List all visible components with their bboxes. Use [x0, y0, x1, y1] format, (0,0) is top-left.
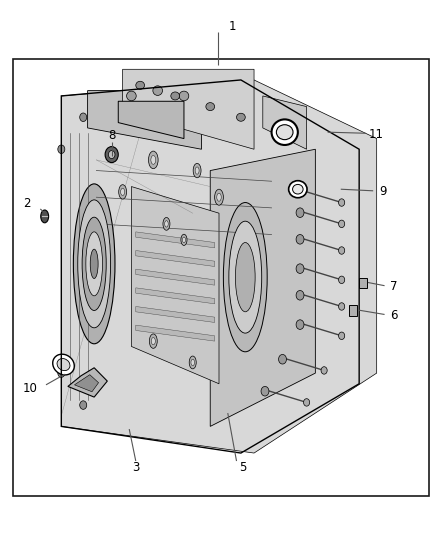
Ellipse shape — [127, 91, 136, 101]
Ellipse shape — [151, 156, 155, 164]
Bar — [359, 278, 367, 288]
Text: 3: 3 — [132, 462, 139, 474]
Ellipse shape — [53, 354, 74, 375]
Ellipse shape — [136, 82, 145, 90]
Ellipse shape — [339, 220, 345, 228]
Text: 5: 5 — [240, 462, 247, 474]
Polygon shape — [61, 80, 377, 453]
Ellipse shape — [193, 163, 201, 178]
Polygon shape — [136, 251, 215, 266]
Ellipse shape — [80, 401, 87, 409]
Ellipse shape — [276, 125, 293, 140]
Ellipse shape — [171, 92, 180, 100]
Ellipse shape — [57, 359, 70, 370]
Ellipse shape — [237, 114, 245, 122]
Text: 2: 2 — [23, 197, 31, 210]
Ellipse shape — [339, 303, 345, 310]
Text: 10: 10 — [22, 382, 37, 394]
Ellipse shape — [80, 113, 87, 122]
Ellipse shape — [163, 217, 170, 230]
Ellipse shape — [195, 167, 199, 174]
Polygon shape — [131, 187, 219, 384]
Ellipse shape — [206, 102, 215, 110]
Ellipse shape — [217, 193, 221, 201]
Ellipse shape — [58, 145, 65, 154]
Ellipse shape — [148, 151, 158, 169]
Ellipse shape — [236, 243, 255, 312]
Ellipse shape — [223, 203, 267, 352]
Ellipse shape — [181, 235, 187, 245]
Ellipse shape — [296, 264, 304, 273]
Text: 7: 7 — [390, 280, 398, 293]
Text: 1: 1 — [228, 20, 236, 33]
Ellipse shape — [272, 119, 298, 145]
Ellipse shape — [151, 337, 155, 345]
Polygon shape — [68, 368, 107, 397]
Ellipse shape — [90, 249, 98, 278]
Ellipse shape — [153, 86, 162, 95]
Ellipse shape — [105, 147, 118, 163]
Ellipse shape — [215, 189, 223, 205]
Polygon shape — [74, 375, 99, 392]
Bar — [349, 305, 357, 316]
Ellipse shape — [119, 185, 127, 199]
Ellipse shape — [296, 187, 304, 196]
Text: 8: 8 — [108, 130, 115, 142]
Ellipse shape — [229, 221, 262, 333]
Ellipse shape — [74, 184, 115, 344]
Ellipse shape — [293, 184, 303, 194]
Polygon shape — [263, 96, 307, 149]
Ellipse shape — [82, 217, 106, 310]
Ellipse shape — [261, 386, 269, 396]
Ellipse shape — [191, 359, 194, 366]
Polygon shape — [136, 232, 215, 248]
Ellipse shape — [339, 247, 345, 254]
Text: 6: 6 — [390, 309, 398, 322]
Ellipse shape — [339, 332, 345, 340]
Ellipse shape — [339, 276, 345, 284]
Polygon shape — [210, 149, 315, 426]
Ellipse shape — [179, 91, 189, 101]
Ellipse shape — [86, 232, 102, 296]
Polygon shape — [136, 269, 215, 285]
Ellipse shape — [279, 354, 286, 364]
Ellipse shape — [339, 199, 345, 206]
Ellipse shape — [296, 320, 304, 329]
Ellipse shape — [58, 369, 65, 377]
Ellipse shape — [182, 237, 185, 243]
Ellipse shape — [296, 290, 304, 300]
Ellipse shape — [289, 181, 307, 198]
Ellipse shape — [149, 334, 157, 349]
Ellipse shape — [296, 208, 304, 217]
Ellipse shape — [189, 356, 196, 369]
Ellipse shape — [121, 188, 125, 196]
Polygon shape — [123, 69, 254, 149]
Ellipse shape — [321, 367, 327, 374]
Text: 9: 9 — [379, 185, 387, 198]
Ellipse shape — [78, 200, 110, 328]
Ellipse shape — [304, 399, 310, 406]
Ellipse shape — [41, 210, 49, 223]
Text: 11: 11 — [368, 128, 383, 141]
Ellipse shape — [296, 235, 304, 244]
Polygon shape — [136, 306, 215, 322]
Bar — [13, 59, 429, 496]
Polygon shape — [118, 101, 184, 139]
Polygon shape — [136, 325, 215, 341]
Ellipse shape — [165, 221, 168, 227]
Polygon shape — [136, 288, 215, 304]
Polygon shape — [88, 91, 201, 149]
Ellipse shape — [109, 150, 115, 159]
